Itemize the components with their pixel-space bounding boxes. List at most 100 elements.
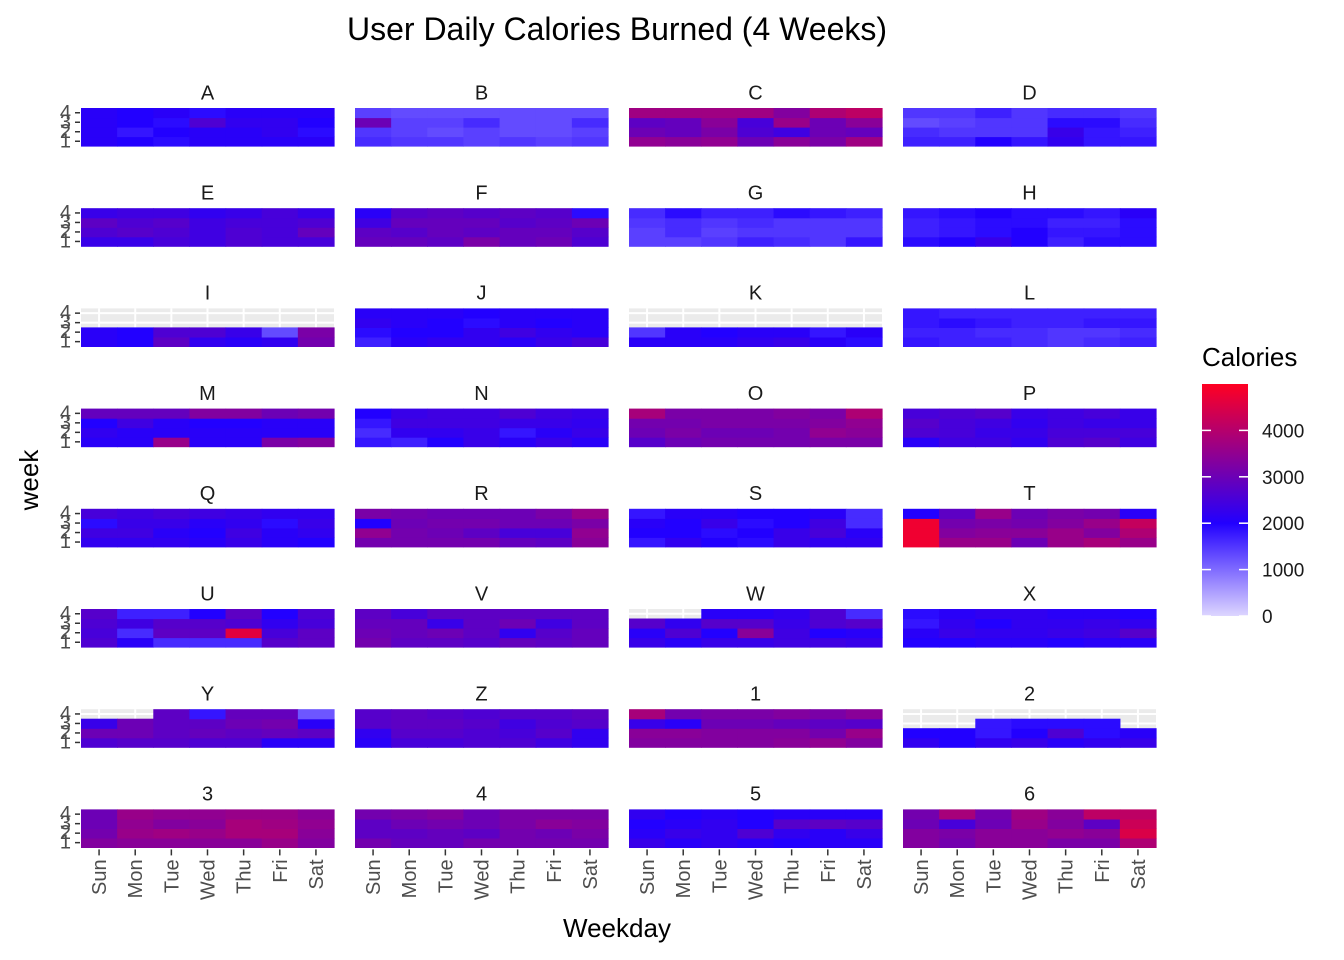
heatmap-cell <box>463 628 501 639</box>
heatmap-cell <box>391 437 428 448</box>
heatmap-cell <box>427 618 465 629</box>
heatmap-cell <box>1047 508 1085 519</box>
heatmap-cell <box>225 637 263 648</box>
y-tick-label: 1 <box>60 731 71 753</box>
heatmap-cell <box>1011 737 1049 748</box>
heatmap-cell <box>297 227 335 238</box>
heatmap-cell <box>975 537 1013 548</box>
heatmap-cell <box>845 628 883 639</box>
facet-panel: G <box>629 182 883 247</box>
x-tick-label: Sat <box>1128 859 1150 889</box>
heatmap-cell <box>355 208 392 219</box>
heatmap-cell <box>629 117 666 128</box>
heatmap-cell <box>189 709 227 720</box>
heatmap-cell <box>809 227 847 238</box>
heatmap-cell <box>571 718 609 729</box>
heatmap-cell <box>1047 108 1085 119</box>
heatmap-cell <box>701 537 739 548</box>
heatmap-cell <box>1011 537 1049 548</box>
heatmap-cell <box>737 217 775 228</box>
facet-label: T <box>1023 483 1035 505</box>
heatmap-cell <box>427 609 465 620</box>
heatmap-cell <box>261 637 299 648</box>
heatmap-cell <box>153 737 191 748</box>
heatmap-cell <box>903 408 940 419</box>
heatmap-cell <box>297 518 335 529</box>
y-tick-label: 2 <box>60 622 71 644</box>
heatmap-cell <box>737 418 775 429</box>
heatmap-cell <box>1047 208 1085 219</box>
heatmap-cell <box>463 809 501 820</box>
heatmap-cell <box>809 818 847 829</box>
heatmap-cell <box>1011 418 1049 429</box>
heatmap-cell <box>903 136 940 147</box>
heatmap-cell <box>975 317 1013 328</box>
heatmap-cell <box>665 336 702 347</box>
heatmap-cell <box>535 737 573 748</box>
heatmap-cell <box>975 518 1013 529</box>
heatmap-cell <box>665 408 702 419</box>
heatmap-cell <box>903 828 940 839</box>
heatmap-cell <box>463 828 501 839</box>
heatmap-cell <box>499 818 537 829</box>
heatmap-cell <box>903 527 940 538</box>
heatmap-cell <box>701 327 739 338</box>
heatmap-cell <box>355 508 392 519</box>
heatmap-cell <box>629 709 666 720</box>
heatmap-cell <box>939 537 976 548</box>
heatmap-cell <box>463 709 501 720</box>
heatmap-cell <box>535 327 573 338</box>
heatmap-cell <box>1119 537 1157 548</box>
heatmap-cell <box>225 236 263 247</box>
heatmap-cell <box>117 809 154 820</box>
heatmap-cell <box>261 208 299 219</box>
heatmap-cell <box>737 809 775 820</box>
facet-label: S <box>749 483 762 505</box>
facet-panel: 4 Sun Mon Tue Wed Thu Fri Sat <box>355 784 609 900</box>
heatmap-cell <box>117 437 154 448</box>
heatmap-cell <box>701 227 739 238</box>
heatmap-cell <box>81 437 118 448</box>
heatmap-cell <box>355 828 392 839</box>
heatmap-cell <box>117 208 154 219</box>
heatmap-cell <box>427 718 465 729</box>
heatmap-cell <box>117 837 154 848</box>
heatmap-cell <box>665 518 702 529</box>
heatmap-cell <box>81 518 118 529</box>
heatmap-cell <box>225 828 263 839</box>
x-tick-label: Tue <box>435 859 457 893</box>
heatmap-cell <box>535 308 573 319</box>
heatmap-cell <box>535 127 573 138</box>
heatmap-cell <box>189 217 227 228</box>
heatmap-cell <box>571 809 609 820</box>
heatmap-cell <box>535 518 573 529</box>
heatmap-cell <box>463 837 501 848</box>
heatmap-cell <box>629 217 666 228</box>
heatmap-cell <box>297 618 335 629</box>
heatmap-cell <box>81 327 118 338</box>
heatmap-cell <box>225 537 263 548</box>
heatmap-cell <box>427 527 465 538</box>
heatmap-cell <box>1083 628 1121 639</box>
heatmap-cell <box>427 327 465 338</box>
heatmap-cell <box>463 127 501 138</box>
heatmap-cell <box>81 117 118 128</box>
heatmap-cell <box>391 127 428 138</box>
heatmap-cell <box>391 709 428 720</box>
heatmap-cell <box>701 117 739 128</box>
facet-panel: S <box>629 483 883 548</box>
heatmap-cell <box>391 718 428 729</box>
heatmap-cell <box>665 427 702 438</box>
heatmap-cell <box>1119 527 1157 538</box>
heatmap-cell <box>571 418 609 429</box>
heatmap-cell <box>499 809 537 820</box>
heatmap-cell <box>809 828 847 839</box>
heatmap-cell <box>117 618 154 629</box>
heatmap-cell <box>427 317 465 328</box>
heatmap-cell <box>81 637 118 648</box>
heatmap-cell <box>535 828 573 839</box>
heatmap-cell <box>975 227 1013 238</box>
heatmap-cell <box>571 728 609 739</box>
heatmap-cell <box>1011 117 1049 128</box>
heatmap-cell <box>427 709 465 720</box>
